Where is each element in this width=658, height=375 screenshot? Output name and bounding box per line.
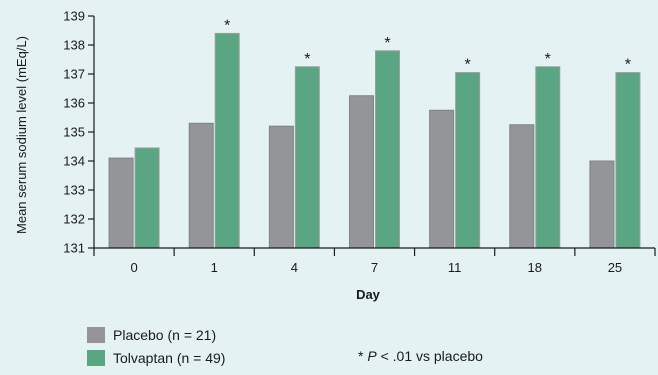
x-tick-label: 7: [371, 260, 378, 275]
significance-star: *: [304, 51, 310, 68]
y-tick-label: 138: [63, 38, 85, 53]
bar-placebo: [509, 124, 535, 249]
y-axis-title: Mean serum sodium level (mEq/L): [14, 36, 29, 234]
bar-tolvaptan: [455, 72, 481, 249]
legend: Placebo (n = 21) Tolvaptan (n = 49): [87, 324, 225, 370]
bar-placebo: [349, 95, 374, 249]
bar-placebo: [108, 157, 134, 249]
bar-placebo: [589, 160, 615, 249]
x-axis-title: Day: [356, 287, 381, 302]
bar-tolvaptan: [294, 66, 320, 249]
significance-markers: * * * * * *: [224, 17, 631, 73]
y-tick-label: 133: [63, 183, 85, 198]
legend-item-placebo: Placebo (n = 21): [87, 324, 225, 345]
footnote-star: *: [358, 348, 364, 364]
y-tick-label: 135: [63, 125, 85, 140]
significance-footnote: * P < .01 vs placebo: [358, 348, 483, 364]
x-axis: 0 1 4 7 11 18 25: [93, 247, 656, 275]
bar-placebo: [429, 109, 455, 249]
x-tick-label: 18: [528, 260, 542, 275]
significance-star: *: [465, 57, 471, 74]
bar-placebo: [268, 125, 294, 249]
bar-tolvaptan: [535, 66, 561, 249]
footnote-p: P: [367, 348, 377, 364]
y-axis: 131 132 133 134 135 136 137 138 139: [63, 9, 95, 256]
bar-tolvaptan: [134, 147, 160, 249]
x-tick-label: 4: [291, 260, 298, 275]
placebo-swatch: [87, 326, 105, 343]
x-tick-label: 0: [130, 260, 137, 275]
bar-tolvaptan: [214, 32, 240, 249]
bar-chart: Mean serum sodium level (mEq/L) 13113213…: [14, 9, 656, 302]
y-tick-label: 132: [63, 212, 85, 227]
x-tick-label: 11: [448, 260, 462, 275]
significance-star: *: [224, 17, 230, 34]
footnote-text: < .01 vs placebo: [380, 348, 483, 364]
tolvaptan-swatch: [87, 349, 105, 366]
bar-tolvaptan: [615, 72, 641, 249]
y-tick-label: 137: [63, 67, 85, 82]
bar-tolvaptan: [375, 50, 400, 249]
x-tick-label: 1: [211, 260, 218, 275]
y-tick-label: 139: [63, 9, 85, 24]
significance-star: *: [625, 57, 631, 74]
bars: [108, 32, 641, 249]
significance-star: *: [384, 35, 390, 52]
y-tick-label: 134: [63, 154, 85, 169]
x-tick-label: 25: [608, 260, 622, 275]
legend-label-placebo: Placebo (n = 21): [113, 326, 217, 343]
bar-placebo: [188, 122, 214, 249]
legend-item-tolvaptan: Tolvaptan (n = 49): [87, 347, 225, 368]
y-tick-label: 131: [63, 241, 85, 256]
y-tick-label: 136: [63, 96, 85, 111]
legend-label-tolvaptan: Tolvaptan (n = 49): [113, 349, 226, 366]
y-axis-title-group: Mean serum sodium level (mEq/L): [14, 36, 29, 234]
significance-star: *: [545, 51, 551, 68]
